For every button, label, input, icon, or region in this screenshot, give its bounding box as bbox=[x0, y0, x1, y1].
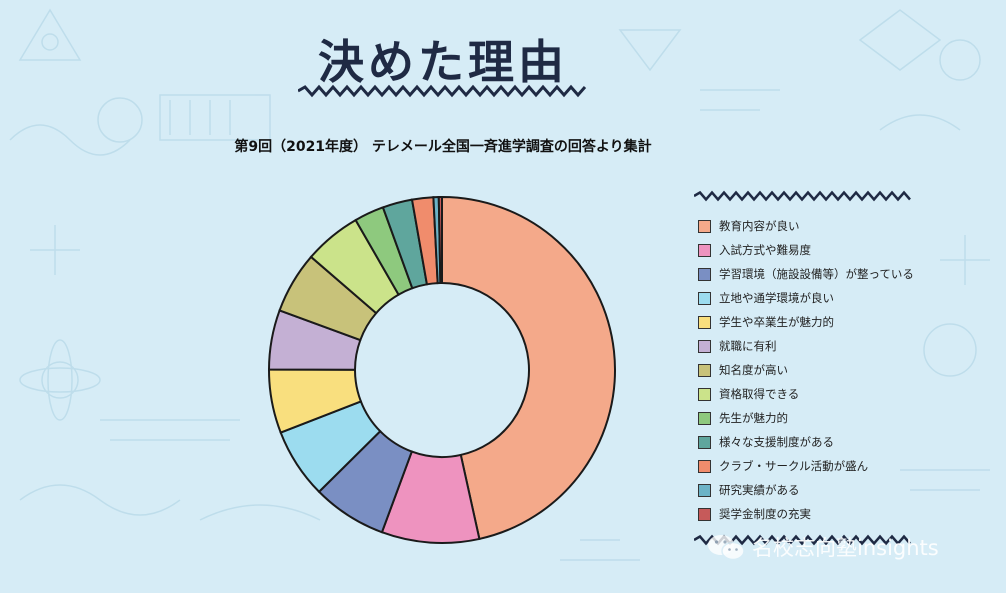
legend-label: 資格取得できる bbox=[719, 387, 800, 401]
legend-wave-top bbox=[694, 190, 911, 202]
legend-label: 学生や卒業生が魅力的 bbox=[719, 315, 834, 329]
legend-label: 教育内容が良い bbox=[719, 219, 800, 233]
legend-swatch bbox=[698, 267, 711, 281]
legend-swatch bbox=[698, 339, 711, 353]
legend-swatch bbox=[698, 219, 711, 233]
legend-label: 知名度が高い bbox=[719, 363, 788, 377]
donut-slice-13 bbox=[437, 195, 443, 285]
legend-item: 就職に有利 bbox=[698, 337, 777, 355]
chart-subtitle: 第9回（2021年度） テレメール全国一斉進学調査の回答より集計 bbox=[234, 139, 652, 155]
legend-swatch bbox=[698, 411, 711, 425]
legend-item: 資格取得できる bbox=[698, 385, 799, 403]
legend-item: 奨学金制度の充実 bbox=[698, 505, 811, 523]
legend-item: 教育内容が良い bbox=[698, 217, 800, 235]
legend-label: 奨学金制度の充実 bbox=[719, 507, 811, 521]
legend-item: 学生や卒業生が魅力的 bbox=[698, 313, 834, 331]
legend-item: 知名度が高い bbox=[698, 361, 788, 379]
page-title: 決めた理由 bbox=[318, 35, 568, 89]
legend-label: 様々な支援制度がある bbox=[719, 435, 834, 449]
donut-chart bbox=[267, 195, 616, 544]
legend-item: 学習環境（施設設備等）が整っている bbox=[698, 265, 914, 283]
legend-swatch bbox=[698, 243, 711, 257]
legend-label: 入試方式や難易度 bbox=[719, 243, 811, 257]
title-wave-decoration bbox=[298, 84, 587, 98]
legend-item: 入試方式や難易度 bbox=[698, 241, 811, 259]
legend-item: 研究実績がある bbox=[698, 481, 800, 499]
legend-item: クラブ・サークル活動が盛ん bbox=[698, 457, 868, 475]
legend-label: 立地や通学環境が良い bbox=[719, 291, 834, 305]
legend-label: 就職に有利 bbox=[719, 339, 777, 353]
legend-swatch bbox=[698, 459, 711, 473]
legend-label: クラブ・サークル活動が盛ん bbox=[719, 459, 869, 473]
legend-swatch bbox=[698, 483, 711, 497]
legend-swatch bbox=[698, 315, 711, 329]
legend-swatch bbox=[698, 291, 711, 305]
legend-label: 研究実績がある bbox=[719, 483, 800, 497]
legend-item: 様々な支援制度がある bbox=[698, 433, 834, 451]
watermark: 名校志向塾insights bbox=[706, 532, 939, 562]
legend-label: 先生が魅力的 bbox=[719, 411, 788, 425]
wechat-icon bbox=[708, 535, 745, 561]
donut-slice-1 bbox=[441, 195, 616, 541]
legend-swatch bbox=[698, 507, 711, 521]
title-block: 決めた理由 bbox=[298, 22, 588, 102]
legend-swatch bbox=[698, 387, 711, 401]
legend-swatch bbox=[698, 363, 711, 377]
legend-label: 学習環境（施設設備等）が整っている bbox=[719, 267, 914, 281]
legend-item: 先生が魅力的 bbox=[698, 409, 788, 427]
legend-item: 立地や通学環境が良い bbox=[698, 289, 834, 307]
watermark-text: 名校志向塾insights bbox=[752, 536, 939, 560]
legend-swatch bbox=[698, 435, 711, 449]
